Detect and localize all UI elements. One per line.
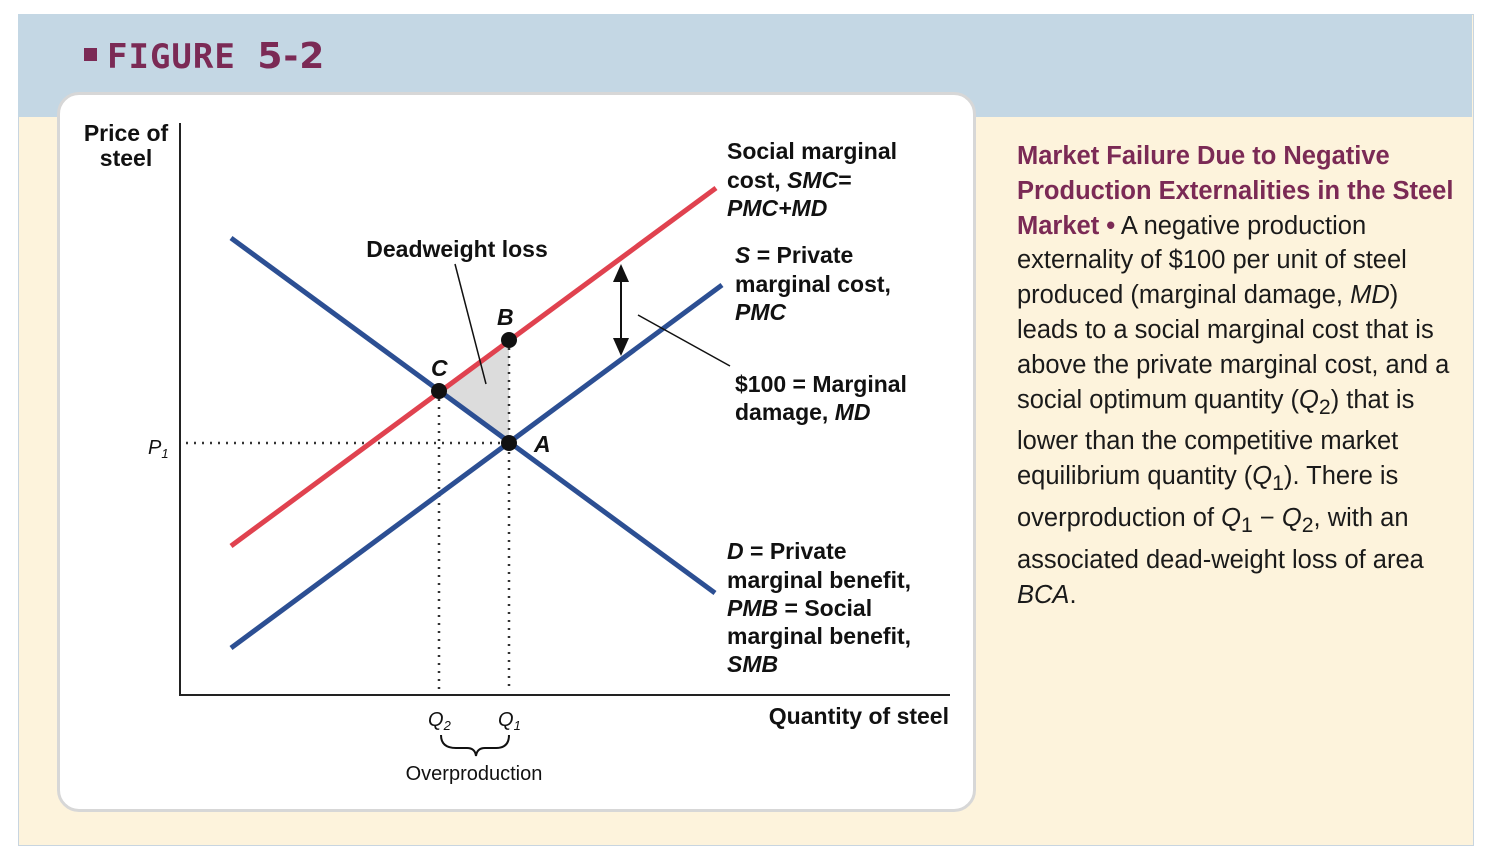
- demand-label-line2: marginal benefit,: [727, 567, 911, 593]
- demand-label-line5: SMB: [727, 651, 778, 677]
- caption-q1b: Q: [1221, 504, 1241, 533]
- point-a-label: A: [533, 431, 551, 457]
- deadweight-loss-label: Deadweight loss: [366, 236, 547, 262]
- caption-heading: Market Failure Due to Negative Productio…: [1017, 142, 1454, 240]
- md-leader-line: [637, 314, 731, 367]
- point-b-dot: [501, 332, 517, 348]
- square-bullet-icon: [84, 48, 97, 61]
- caption-q1-sub: 1: [1272, 471, 1284, 496]
- arrow-down-icon: [613, 338, 629, 356]
- point-c-dot: [431, 383, 447, 399]
- caption-q2-sub: 2: [1318, 394, 1331, 419]
- overproduction-label: Overproduction: [406, 763, 543, 785]
- point-c-label: C: [431, 355, 448, 381]
- caption-text: , with an associated dead-weight loss of…: [1017, 504, 1424, 575]
- y-axis-label-line1: Price of: [84, 120, 169, 146]
- figure-caption: Market Failure Due to Negative Productio…: [1017, 139, 1457, 613]
- caption-q1: Q: [1252, 462, 1273, 491]
- point-a-dot: [501, 435, 517, 451]
- md-label-line1: $100 = Marginal: [735, 371, 907, 397]
- caption-bullet: •: [1106, 211, 1116, 240]
- q1-label: Q1: [498, 709, 521, 733]
- arrow-up-icon: [613, 264, 629, 282]
- caption-text: ). There is overproduction of: [1017, 462, 1399, 533]
- smc-label-line1: Social marginal: [727, 138, 897, 164]
- y-axis-label-line2: steel: [100, 145, 152, 171]
- md-label-line2: damage, MD: [735, 399, 871, 425]
- figure-title: FIGURE 5-2: [84, 36, 325, 77]
- caption-q1b-sub: 1: [1240, 513, 1253, 538]
- figure-label-number: 5-2: [257, 36, 326, 77]
- demand-label-line4: marginal benefit,: [727, 623, 911, 649]
- smc-curve: [229, 185, 718, 549]
- smc-label-line3: PMC+MD: [727, 195, 827, 221]
- figure-label-word: FIGURE: [107, 37, 236, 77]
- demand-pmb-curve: [229, 235, 717, 596]
- caption-text: .: [1069, 580, 1077, 609]
- supply-label-line3: PMC: [735, 299, 787, 325]
- overproduction-brace: [440, 734, 510, 757]
- caption-bca: BCA: [1017, 580, 1070, 609]
- x-axis-label: Quantity of steel: [769, 703, 949, 729]
- point-b-label: B: [497, 304, 514, 330]
- q2-label: Q2: [428, 709, 452, 733]
- caption-text: ) that is lower than the competitive mar…: [1017, 385, 1415, 491]
- supply-label-line2: marginal cost,: [735, 271, 891, 297]
- caption-q2: Q: [1299, 385, 1319, 414]
- p1-label: P1: [148, 437, 169, 461]
- demand-label-line1: D = Private: [727, 538, 847, 564]
- supply-pmc-curve: [229, 282, 724, 651]
- diagram-card: [57, 92, 976, 812]
- caption-q2b: Q: [1281, 504, 1302, 533]
- caption-minus: −: [1252, 504, 1282, 533]
- smc-label-line2: cost, SMC=: [727, 167, 852, 193]
- caption-text: ) leads to a social marginal cost that i…: [1017, 281, 1450, 414]
- deadweight-loss-area: [439, 340, 509, 443]
- caption-md: MD: [1350, 281, 1390, 310]
- caption-text: A negative production externality of $10…: [1017, 211, 1407, 310]
- supply-label-line1: S = Private: [735, 242, 853, 268]
- caption-q2b-sub: 2: [1301, 513, 1314, 538]
- deadweight-leader-line: [454, 263, 487, 385]
- demand-label-line3: PMB = Social: [727, 595, 872, 621]
